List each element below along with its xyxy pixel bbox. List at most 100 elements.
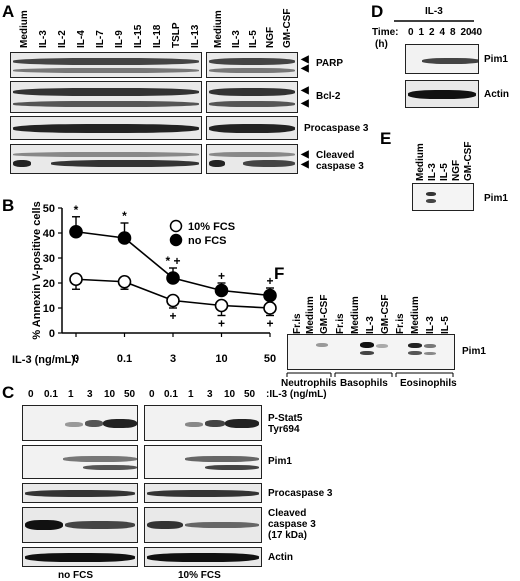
conc-label: 0.1 [44,389,58,400]
arrowhead-icon: ◀ [301,149,309,160]
conc-label: 3 [207,389,213,400]
significance-marker: * [74,203,79,217]
lane-label: IL-4 [76,30,87,48]
conc-label: 10 [224,389,236,400]
lane-label: NGF [451,159,462,181]
lane-label: Medium [305,296,316,334]
blot-pim1-timecourse [405,44,479,74]
lane-label: TSLP [171,22,182,48]
blot-procaspase3-fcs [144,483,262,503]
arrowhead-icon: ◀ [301,98,309,109]
data-point [117,231,132,245]
lane-label: IL-18 [152,24,163,48]
lane-label: IL-3 [365,316,376,334]
panel-label-c: C [2,383,15,402]
lane-label: Medium [415,143,426,181]
group-label-basophils: Basophils [340,378,388,389]
blot-label: Pim1 [484,54,508,65]
data-point [166,271,180,285]
arrowhead-icon: ◀ [301,63,309,74]
y-tick-label: 50 [43,203,55,215]
conc-label: 1 [68,389,74,400]
lane-label: IL-2 [57,30,68,48]
significance-marker: + [169,309,176,323]
time-point: 1 [418,27,425,38]
lane-label: NGF [265,26,276,48]
arrowhead-icon: ◀ [301,85,309,96]
blot-label: Pim1 [268,456,292,467]
lane-label: IL-15 [133,24,144,48]
blot-actin-fcs [144,547,262,567]
arrow-right-icon [394,20,474,22]
lane-label: Medium [350,296,361,334]
time-point: 8 [450,27,456,38]
conc-label: 10 [104,389,116,400]
lane-label: IL-13 [190,24,201,48]
x-tick-label: 50 [264,353,276,365]
y-axis-label: % Annexin V-positive cells [31,201,43,339]
blot-pim1-cytokines [412,183,474,211]
blot-label: Actin [268,552,293,563]
blot-pim1-nofcs [22,445,138,479]
blot-procaspase3-left [10,116,202,140]
blot-label: Actin [484,89,509,100]
y-tick-label: 10 [43,303,55,315]
x-tick-label: 10 [215,353,227,365]
blot-label: Cleaved caspase 3 [316,150,364,172]
data-point [214,283,229,298]
blot-actin-timecourse [405,80,479,108]
blot-parp-right [206,52,298,78]
data-point [263,301,277,315]
blot-label: Procaspase 3 [304,123,369,134]
time-point: 4 [439,27,446,38]
x-tick-label: 0 [73,353,79,365]
conc-label: 3 [87,389,93,400]
group-brackets [286,372,454,377]
lane-label: GM-CSF [319,294,330,334]
y-tick-label: 20 [43,278,55,290]
panel-label-e: E [380,129,392,148]
arrowhead-icon: ◀ [301,159,309,170]
panel-label-a: A [2,2,15,21]
blot-cleaved-caspase3-fcs [144,507,262,543]
data-point [214,298,229,313]
blot-cleaved-caspase3-left [10,144,202,174]
il3-title: IL-3 [425,6,443,17]
legend-label: 10% FCS [188,221,235,233]
conc-label: 0 [149,389,155,400]
lane-label: GM-CSF [282,8,293,48]
lane-label: IL-9 [114,30,125,48]
blot-label: Pim1 [462,346,486,357]
blot-bcl2-right [206,81,298,113]
panel-label-f: F [274,264,285,283]
blot-label: Cleaved caspase 3 (17 kDa) [268,508,316,541]
blot-label: P-Stat5 Tyr694 [268,413,303,435]
lane-label: IL-3 [425,316,436,334]
conc-label: 50 [124,389,136,400]
blot-pstat5-fcs [144,405,262,441]
panel-label-b: B [2,196,15,215]
lane-label: IL-3 [427,163,438,181]
significance-marker: + [218,269,225,283]
significance-marker: + [266,274,273,288]
blot-bcl2-left [10,81,202,113]
x-tick-label: 3 [170,353,176,365]
blot-label: Pim1 [484,193,508,204]
conc-label: 0.1 [164,389,178,400]
time-point: 0 [408,27,414,38]
blot-label: Procaspase 3 [268,488,333,499]
significance-marker: + [218,317,225,331]
conc-label: 0 [28,389,34,400]
lane-label: IL-3 [38,30,49,48]
lane-label: GM-CSF [463,141,474,181]
group-label-nofcs: no FCS [58,570,93,581]
time-point: 40 [471,27,483,38]
group-label-neutrophils: Neutrophils [281,378,337,389]
data-point [117,274,132,289]
lane-label: IL-5 [439,163,450,181]
lane-label: Fr.is [335,313,346,334]
lane-label: Fr.is [292,313,303,334]
lane-label: IL-5 [440,316,451,334]
data-point [69,224,83,239]
data-point [69,272,83,287]
